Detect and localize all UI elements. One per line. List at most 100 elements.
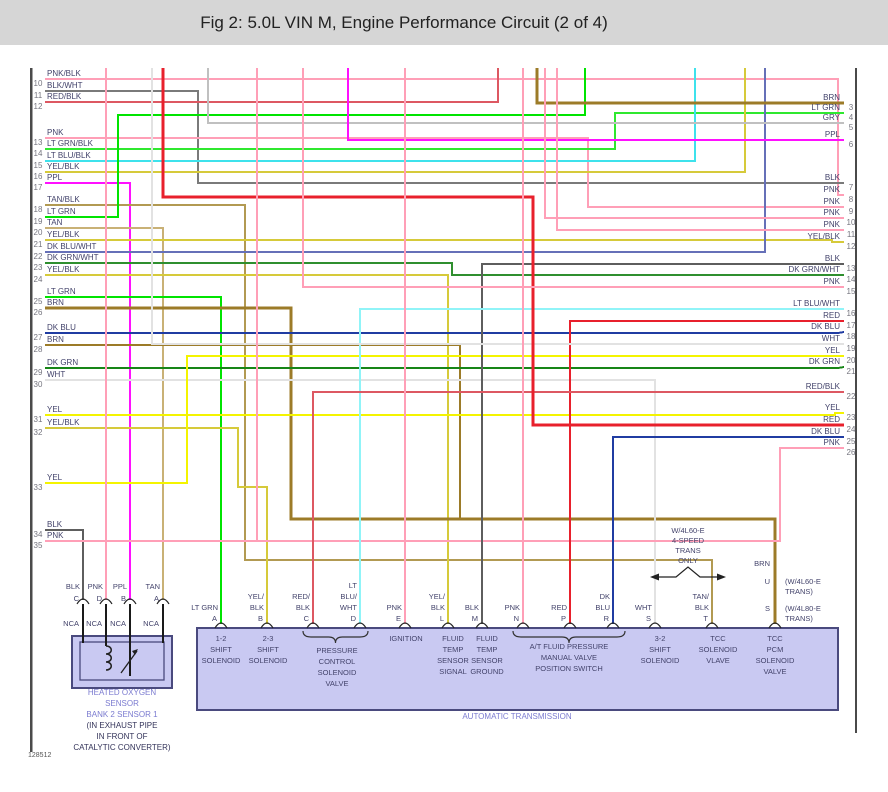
right-pin-label-14: DK GRN/WHT bbox=[788, 265, 840, 274]
wire-l29-dkgrn bbox=[45, 366, 845, 369]
right-pin-number-3: 3 bbox=[849, 103, 854, 112]
left-pin-label-24: YEL/BLK bbox=[47, 265, 80, 274]
o2-connector-arc-D bbox=[99, 598, 113, 605]
w4l60-note-line: 4-SPEED bbox=[672, 536, 705, 545]
wire-l30-wht bbox=[45, 379, 656, 624]
trans-connector-arc-N bbox=[516, 622, 530, 629]
trans-terminal-letter-L: L bbox=[440, 614, 444, 623]
w4l60-arrowhead-left bbox=[650, 573, 659, 581]
trans-function-label: SENSOR bbox=[471, 656, 503, 665]
right-pin-number-23: 23 bbox=[847, 413, 856, 422]
trans-terminal-wire-color-A: LT GRN bbox=[191, 603, 218, 612]
trans-connector-arc-R bbox=[606, 622, 620, 629]
right-pin-number-8: 8 bbox=[849, 195, 854, 204]
right-pin-label-24: RED bbox=[823, 415, 840, 424]
wire-l33-yel bbox=[45, 355, 844, 484]
wire-r3-brn bbox=[535, 68, 844, 105]
trans-function-label: VLAVE bbox=[706, 656, 730, 665]
trans-terminal-wire-color-B: BLK bbox=[250, 603, 264, 612]
wire-l19-ltgrn bbox=[45, 68, 586, 218]
wire-l25-ltgrn bbox=[45, 296, 222, 624]
trans-terminal-wire-color-D: LT bbox=[349, 581, 358, 590]
figure-title: Fig 2: 5.0L VIN M, Engine Performance Ci… bbox=[200, 12, 608, 32]
trans-connector-arc-B bbox=[260, 622, 274, 629]
o2-connector-arc-A bbox=[156, 598, 170, 605]
left-pin-label-25: LT GRN bbox=[47, 287, 76, 296]
trans-terminal-wire-color-N: PNK bbox=[505, 603, 520, 612]
o2-sensor-inner-box bbox=[79, 641, 165, 681]
right-pin-number-9: 9 bbox=[849, 207, 854, 216]
wire-r25-dkblu bbox=[612, 436, 844, 624]
wire-r24-red bbox=[161, 68, 844, 427]
o2-nca-label-A: NCA bbox=[143, 619, 159, 628]
o2-caption-line: SENSOR bbox=[105, 699, 139, 708]
trans-connector-arc-M bbox=[475, 622, 489, 629]
o2-caption-line: BANK 2 SENSOR 1 bbox=[86, 710, 158, 719]
trans-terminal-wire-color-R: DK bbox=[600, 592, 610, 601]
left-pin-label-22: DK BLU/WHT bbox=[47, 242, 96, 251]
trans-function-label: PCM bbox=[767, 645, 784, 654]
right-pin-number-4: 4 bbox=[849, 113, 854, 122]
wire-l15-ltblublk bbox=[45, 68, 696, 162]
trans-function-label: FLUID bbox=[476, 634, 498, 643]
trans-function-label: SOLENOID bbox=[699, 645, 738, 654]
left-pin-number-34: 34 bbox=[34, 530, 43, 539]
trans-terminal-letter-C: C bbox=[304, 614, 310, 623]
right-pin-label-9: PNK bbox=[824, 197, 841, 206]
wire-l28-brn bbox=[45, 344, 461, 519]
trans-function-label: PRESSURE bbox=[316, 646, 357, 655]
trans-4l60-note-line1: (W/4L60-E bbox=[785, 577, 821, 586]
wire-l18-tanblk bbox=[45, 204, 713, 624]
right-pin-number-10: 10 bbox=[847, 218, 856, 227]
transmission-caption: AUTOMATIC TRANSMISSION bbox=[462, 712, 572, 721]
o2-terminal-wire-color-A: TAN bbox=[146, 582, 160, 591]
trans-function-label: TCC bbox=[767, 634, 783, 643]
trans-terminal-wire-color-S: WHT bbox=[635, 603, 652, 612]
figure-title-bar: Fig 2: 5.0L VIN M, Engine Performance Ci… bbox=[0, 0, 888, 45]
wire-r6-ppl bbox=[347, 68, 844, 141]
wire-l24-yelblk bbox=[45, 274, 449, 624]
left-pin-label-32: YEL/BLK bbox=[47, 418, 80, 427]
o2-caption-line: CATALYTIC CONVERTER) bbox=[73, 743, 171, 752]
trans-terminal-wire-color-L: YEL/ bbox=[429, 592, 446, 601]
o2-caption-line: HEATED OXYGEN bbox=[88, 688, 157, 697]
left-pin-number-18: 18 bbox=[34, 205, 43, 214]
left-pin-number-25: 25 bbox=[34, 297, 43, 306]
trans-terminal-letter-S: S bbox=[646, 614, 651, 623]
trans-terminal-wire-color-B: YEL/ bbox=[248, 592, 265, 601]
left-pin-label-12: RED/BLK bbox=[47, 92, 82, 101]
pin-u-label: U bbox=[765, 577, 770, 586]
left-pin-label-10: PNK/BLK bbox=[47, 69, 81, 78]
wire-l34-blk bbox=[45, 529, 84, 600]
right-pin-number-25: 25 bbox=[847, 437, 856, 446]
trans-function-label: SIGNAL bbox=[439, 667, 467, 676]
trans-terminal-wire-color-D: WHT bbox=[340, 603, 357, 612]
trans-terminal-wire-color-T: BLK bbox=[695, 603, 709, 612]
o2-caption-line: (IN EXHAUST PIPE bbox=[87, 721, 158, 730]
wire-l10-pnkblk bbox=[45, 78, 844, 196]
trans-function-label: TCC bbox=[710, 634, 726, 643]
wire-l20-tan bbox=[45, 227, 164, 600]
trans-function-label: MANUAL VALVE bbox=[541, 653, 597, 662]
right-pin-number-5: 5 bbox=[849, 123, 854, 132]
left-pin-number-32: 32 bbox=[34, 428, 43, 437]
trans-connector-arc-P bbox=[563, 622, 577, 629]
trans-terminal-wire-color-R: BLU bbox=[595, 603, 610, 612]
trans-connector-arc-L bbox=[441, 622, 455, 629]
right-pin-number-17: 17 bbox=[847, 321, 856, 330]
right-pin-number-12: 12 bbox=[847, 242, 856, 251]
left-pin-label-11: BLK/WHT bbox=[47, 81, 83, 90]
trans-terminal-wire-color-C: BLK bbox=[296, 603, 310, 612]
left-pin-number-27: 27 bbox=[34, 333, 43, 342]
right-pin-label-7: BLK bbox=[825, 173, 841, 182]
right-pin-label-15: PNK bbox=[824, 277, 841, 286]
trans-function-label: SOLENOID bbox=[756, 656, 795, 665]
right-pin-number-6: 6 bbox=[849, 140, 854, 149]
left-pin-label-34: BLK bbox=[47, 520, 63, 529]
trans-terminal-wire-color-P: RED bbox=[551, 603, 567, 612]
wire-l22-dkbluwht bbox=[45, 68, 766, 253]
left-pin-number-12: 12 bbox=[34, 102, 43, 111]
trans-terminal-letter-B: B bbox=[258, 614, 263, 623]
left-pin-label-14: LT GRN/BLK bbox=[47, 139, 94, 148]
left-pin-number-13: 13 bbox=[34, 138, 43, 147]
